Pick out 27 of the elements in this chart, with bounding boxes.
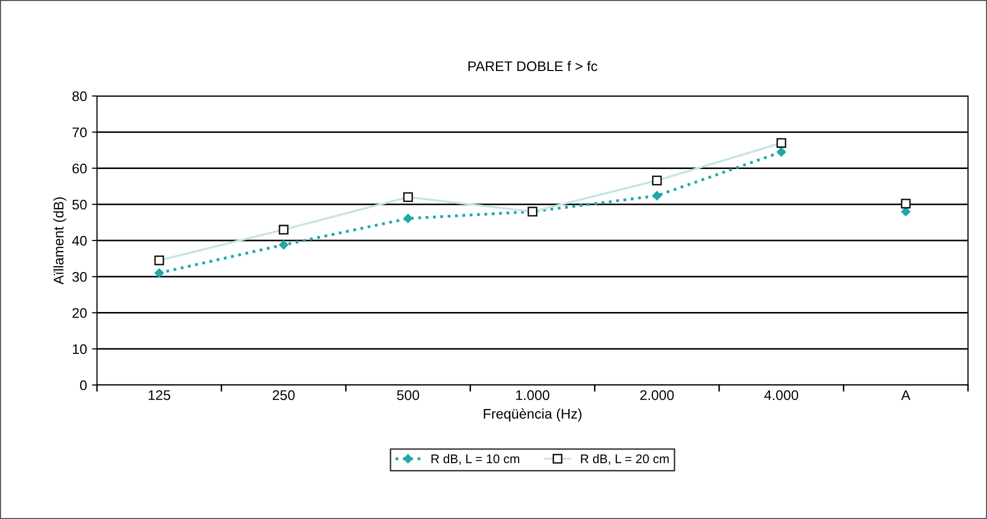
- legend-label: R dB, L = 20 cm: [581, 454, 669, 465]
- x-tick-label: 125: [148, 390, 170, 400]
- y-tick-label: 60: [72, 164, 87, 174]
- y-tick-label: 10: [72, 344, 87, 354]
- y-tick-label: 0: [80, 380, 87, 390]
- x-tick-label: 500: [397, 390, 420, 400]
- y-tick-label: 30: [72, 272, 87, 282]
- point: [900, 198, 911, 209]
- y-axis-title: Aïllament (dB): [53, 197, 66, 284]
- y-tick-label: 80: [72, 91, 87, 102]
- x-tick-label: 2.000: [640, 390, 674, 400]
- point: [403, 214, 413, 224]
- point: [279, 240, 288, 250]
- y-tick-label: 70: [72, 127, 87, 138]
- x-axis-title: Freqüència (Hz): [484, 408, 582, 422]
- point: [776, 147, 786, 157]
- legend-label: R dB, L = 10 cm: [432, 454, 520, 465]
- point: [154, 268, 164, 278]
- x-tick-label: 250: [272, 390, 295, 400]
- chart-title: PARET DOBLE f > fc: [468, 60, 598, 72]
- x-tick-label: 4.000: [764, 390, 798, 400]
- x-tick-label: A: [901, 390, 910, 400]
- y-tick-label: 20: [72, 308, 87, 318]
- y-tick-label: 50: [72, 200, 87, 210]
- y-tick-label: 40: [72, 236, 87, 246]
- x-tick-label: 1.000: [516, 390, 550, 400]
- point: [652, 191, 662, 200]
